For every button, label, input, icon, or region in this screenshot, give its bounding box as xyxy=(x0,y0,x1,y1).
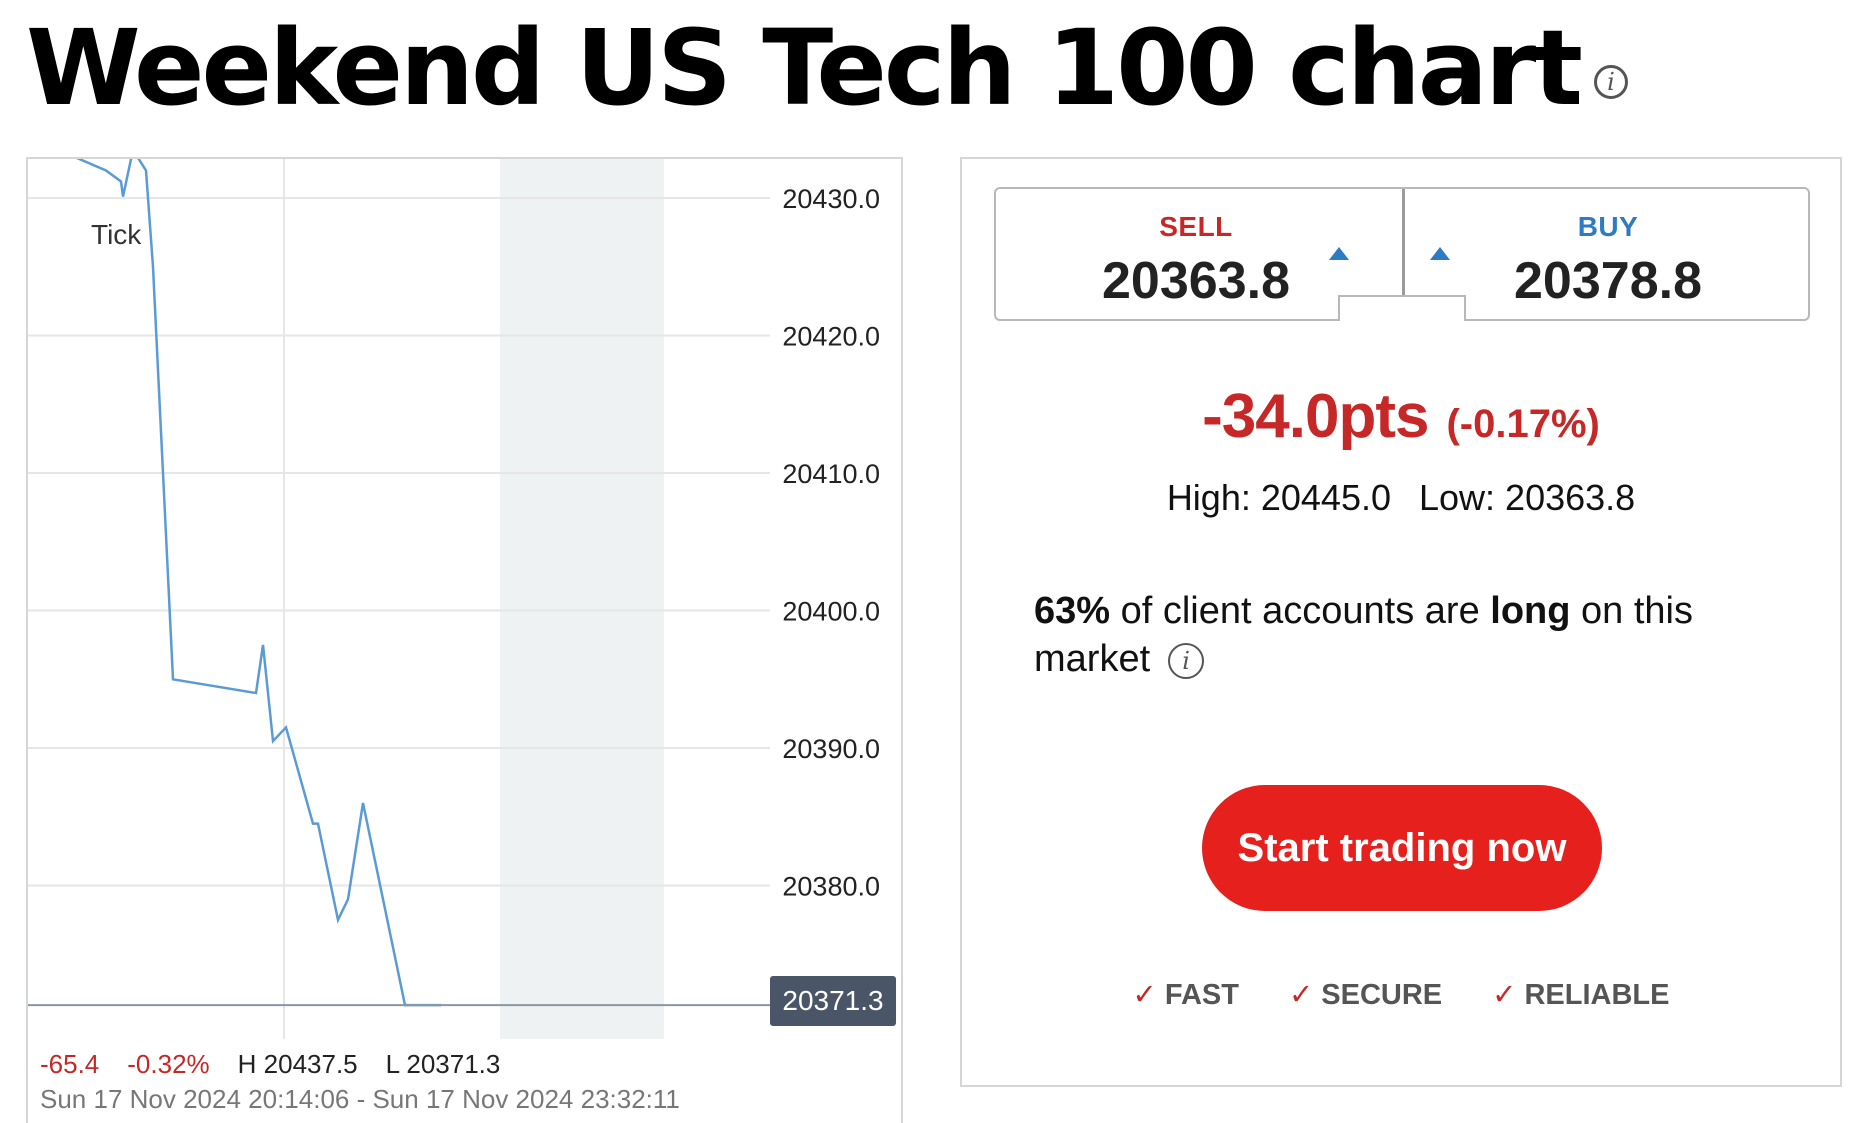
chart-footer-band xyxy=(28,1039,664,1123)
price-divider xyxy=(1402,189,1405,295)
y-tick-label: 20380.0 xyxy=(782,872,880,902)
client-sentiment: 63% of client accounts are long on this … xyxy=(1034,587,1754,683)
chart-high: H 20437.5 xyxy=(237,1049,358,1079)
change-points: -34.0pts xyxy=(1202,382,1429,451)
y-tick-label: 20410.0 xyxy=(782,459,880,489)
day-high: High: 20445.0 xyxy=(1166,477,1391,518)
y-tick-label: 20430.0 xyxy=(782,184,880,214)
buy-up-arrow-icon xyxy=(1430,247,1450,260)
feature-list: ✓ FAST ✓ SECURE ✓ RELIABLE xyxy=(962,977,1840,1012)
check-icon: ✓ xyxy=(1288,979,1314,1011)
high-low: High: 20445.0 Low: 20363.8 xyxy=(962,477,1840,519)
daily-change: -34.0pts (-0.17%) xyxy=(962,381,1840,452)
y-tick-label: 20390.0 xyxy=(782,734,880,764)
chart-change-pct: -0.32% xyxy=(127,1049,210,1079)
page-title: Weekend US Tech 100 chart xyxy=(26,7,1583,129)
chart-footer: -65.4 -0.32% H 20437.5 L 20371.3 Sun 17 … xyxy=(40,1049,680,1115)
sell-label: SELL xyxy=(1159,211,1233,242)
buy-label: BUY xyxy=(1577,211,1639,242)
feature-label: RELIABLE xyxy=(1524,979,1670,1011)
spread-indicator xyxy=(1338,295,1466,321)
sell-panel[interactable]: SELL 20363.8 xyxy=(996,189,1396,311)
start-trading-button[interactable]: Start trading now xyxy=(1202,785,1602,911)
change-percent: (-0.17%) xyxy=(1446,402,1600,446)
sentiment-percent: 63% xyxy=(1034,590,1111,632)
info-icon[interactable]: i xyxy=(1168,642,1205,679)
sentiment-text-end: on this market xyxy=(1034,590,1694,680)
chart-shaded-band xyxy=(500,159,664,1039)
feature-label: FAST xyxy=(1164,979,1239,1011)
chart-change: -65.4 xyxy=(40,1049,100,1079)
chart-date-range: Sun 17 Nov 2024 20:14:06 - Sun 17 Nov 20… xyxy=(40,1084,680,1114)
price-box: SELL 20363.8 BUY 20378.8 xyxy=(994,187,1810,321)
feature-item: ✓ RELIABLE xyxy=(1492,977,1669,1012)
info-icon[interactable]: i xyxy=(1593,65,1628,99)
chart-interval-label[interactable]: Tick xyxy=(91,219,142,250)
sell-price: 20363.8 xyxy=(1102,252,1290,310)
feature-item: ✓ FAST xyxy=(1133,977,1239,1012)
price-line xyxy=(76,159,441,1007)
feature-label: SECURE xyxy=(1321,979,1443,1011)
buy-panel[interactable]: BUY 20378.8 xyxy=(1408,189,1808,311)
y-tick-label: 20400.0 xyxy=(782,597,880,627)
trading-card: SELL 20363.8 BUY 20378.8 -34.0pts (-0.17%… xyxy=(960,157,1842,1087)
page-header: Weekend US Tech 100 chart i xyxy=(26,6,1628,130)
check-icon: ✓ xyxy=(1492,979,1517,1011)
buy-price: 20378.8 xyxy=(1514,252,1702,310)
chart-canvas[interactable]: 20430.0 20420.0 20410.0 20400.0 20390.0 20380… xyxy=(28,159,903,1123)
check-icon: ✓ xyxy=(1132,979,1157,1011)
price-chart[interactable]: 20430.0 20420.0 20410.0 20400.0 20390.0 20380… xyxy=(26,157,903,1123)
sentiment-direction: long xyxy=(1490,590,1571,632)
y-tick-label: 20420.0 xyxy=(782,322,880,352)
sentiment-text: of client accounts are xyxy=(1110,590,1491,632)
day-low: Low: 20363.8 xyxy=(1419,477,1636,518)
current-price-tag: 20371.3 xyxy=(770,976,896,1026)
chart-low: L 20371.3 xyxy=(385,1049,501,1079)
sell-up-arrow-icon xyxy=(1329,247,1349,260)
feature-item: ✓ SECURE xyxy=(1289,977,1442,1012)
